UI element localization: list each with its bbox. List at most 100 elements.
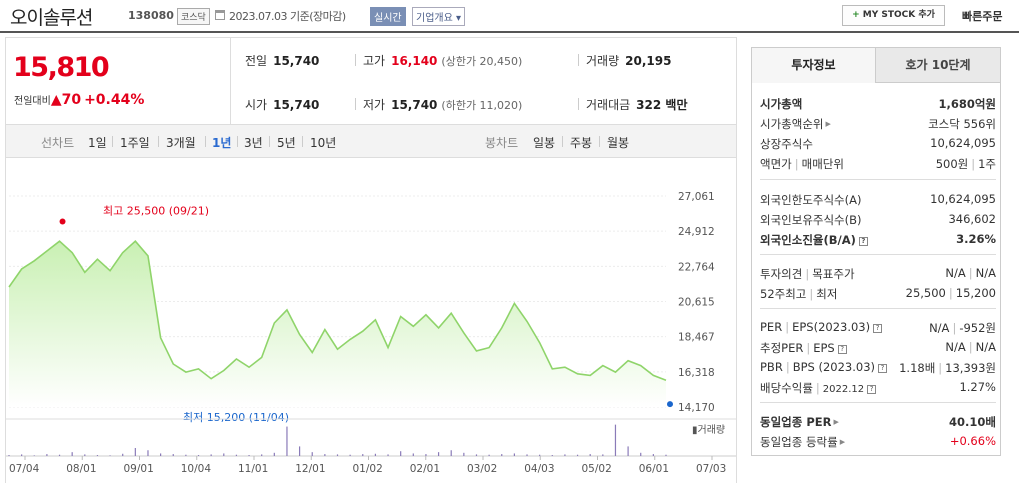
volume-bar (21, 454, 23, 456)
change-percent: +0.44% (84, 92, 145, 108)
tab-monthly-candle[interactable]: 월봉 (607, 136, 630, 150)
realtime-button[interactable]: 실시간 (370, 7, 406, 26)
volume-bar (526, 454, 528, 456)
divider (230, 38, 231, 124)
volume-bar (412, 453, 414, 456)
volume-bar (109, 455, 111, 456)
divider (760, 308, 996, 309)
quick-order-link[interactable]: 빠른주문 (962, 10, 1003, 23)
volume-bar (564, 454, 566, 456)
info-row-52week: 52주최고 | 최저 25,500 | 15,200 (760, 286, 996, 301)
volume-bar (425, 454, 427, 456)
y-tick-label: 20,615 (678, 297, 715, 309)
volume-bar (640, 452, 642, 456)
volume-bar (58, 454, 61, 456)
info-row-sector-per[interactable]: 동일업종 PER ▶ 40.10배 (760, 415, 996, 429)
x-tick-label: 07/04 (9, 463, 40, 475)
investment-info-panel: 투자정보 호가 10단계 시가총액 1,680억원 시가총액순위 ▶ 코스닥 556위… (751, 47, 1001, 456)
stock-header: 오이솔루션 138080 코스닥 2023.07.03 기준(장마감) 실시간 … (0, 0, 1019, 33)
tab-1week[interactable]: 1주일 (120, 136, 150, 150)
tab-3month[interactable]: 3개월 (166, 136, 196, 150)
tab-3year[interactable]: 3년 (244, 136, 263, 150)
change-value: ▲70 (50, 92, 82, 108)
info-row-market-cap-rank[interactable]: 시가총액순위 ▶ 코스닥 556위 (760, 117, 996, 131)
tab-1day[interactable]: 1일 (88, 136, 107, 150)
volume-bar (197, 455, 200, 456)
price-line (8, 240, 667, 381)
chart-period-tabs: 선차트 1일 1주일 3개월 1년 3년 5년 10년 봉차트 일봉 주봉 월봉 (5, 125, 737, 158)
line-chart-label: 선차트 (41, 136, 75, 150)
y-tick-label: 22,764 (678, 261, 715, 273)
divider (355, 98, 356, 110)
volume-bar (437, 452, 440, 456)
volume-bar (8, 455, 10, 456)
company-overview-dropdown[interactable]: 기업개요 ▾ (412, 7, 466, 26)
x-tick-label: 04/03 (524, 463, 554, 475)
tab-5year[interactable]: 5년 (277, 136, 296, 150)
volume-bar (223, 453, 225, 456)
price-chart[interactable]: 27,061 24,912 22,764 20,615 18,467 16,318 14,1… (5, 158, 737, 483)
prev-close: 전일 15,740 (245, 54, 320, 68)
x-tick-label: 07/03 (696, 463, 726, 475)
help-icon[interactable]: ? (858, 237, 868, 246)
volume-bar (324, 454, 326, 456)
volume-bar (450, 450, 452, 456)
x-tick-label: 01/02 (353, 463, 383, 475)
info-row-foreign-holding: 외국인보유주식수(B) 346,602 (760, 212, 996, 227)
info-row-pbr: PBR | BPS (2023.03)? 1.18배 | 13,393원 (760, 360, 996, 375)
x-tick-label: 11/01 (238, 463, 268, 475)
volume-bar (665, 454, 667, 456)
max-label: 최고 25,500 (09/21) (103, 205, 209, 218)
company-overview-label: 기업개요 (416, 13, 453, 24)
market-badge: 코스닥 (177, 8, 210, 25)
info-row-foreign-limit: 외국인한도주식수(A) 10,624,095 (760, 192, 996, 207)
volume-bar (248, 455, 250, 456)
volume-bar (463, 452, 465, 456)
divider (599, 136, 600, 147)
volume-bar (261, 454, 263, 456)
tab-1year[interactable]: 1년 (212, 136, 232, 150)
help-icon[interactable]: ? (837, 345, 847, 354)
help-icon[interactable]: ? (878, 364, 888, 373)
info-row-est-per: 추정PER | EPS? N/A | N/A (760, 340, 996, 355)
volume-bar (501, 454, 503, 456)
max-point (59, 218, 66, 225)
volume: 거래량 20,195 (586, 54, 672, 68)
volume-bar (627, 446, 629, 456)
tab-weekly-candle[interactable]: 주봉 (570, 136, 593, 150)
volume-bar (488, 454, 490, 456)
volume-bar (122, 453, 124, 456)
volume-bar (475, 454, 478, 456)
y-tick-label: 18,467 (678, 332, 715, 344)
x-tick-label: 09/01 (124, 463, 154, 475)
add-mystock-button[interactable]: + MY STOCK 추가 (842, 5, 945, 26)
divider (237, 136, 238, 147)
x-tick-label: 02/01 (410, 463, 440, 475)
arrow-right-icon: ▶ (839, 438, 846, 446)
divider (760, 179, 996, 180)
volume-bar (172, 454, 174, 456)
volume-bar (147, 450, 149, 456)
info-row-listed-shares: 상장주식수 10,624,095 (760, 136, 996, 151)
tab-investment-info[interactable]: 투자정보 (752, 48, 876, 83)
price-change: 전일대비▲70 +0.44% (14, 92, 144, 108)
help-icon[interactable]: ? (867, 385, 877, 394)
x-tick-label: 10/04 (181, 463, 212, 475)
divider (112, 136, 113, 147)
volume-bar (286, 426, 288, 456)
x-tick-label: 12/01 (295, 463, 325, 475)
y-tick-label: 27,061 (678, 191, 715, 203)
divider (158, 136, 159, 147)
add-mystock-label: MY STOCK 추가 (862, 10, 935, 20)
volume-bar (349, 454, 351, 456)
volume-bar (652, 454, 654, 456)
tab-orderbook-10[interactable]: 호가 10단계 (876, 48, 1000, 83)
volume-bar (589, 454, 591, 456)
stock-code: 138080 (128, 9, 174, 22)
help-icon[interactable]: ? (873, 324, 883, 333)
tab-daily-candle[interactable]: 일봉 (533, 136, 556, 150)
tab-10year[interactable]: 10년 (310, 136, 337, 150)
info-row-sector-change[interactable]: 동일업종 등락률 ▶ +0.66% (760, 434, 996, 449)
min-point (667, 401, 673, 408)
volume-bar (96, 455, 99, 456)
